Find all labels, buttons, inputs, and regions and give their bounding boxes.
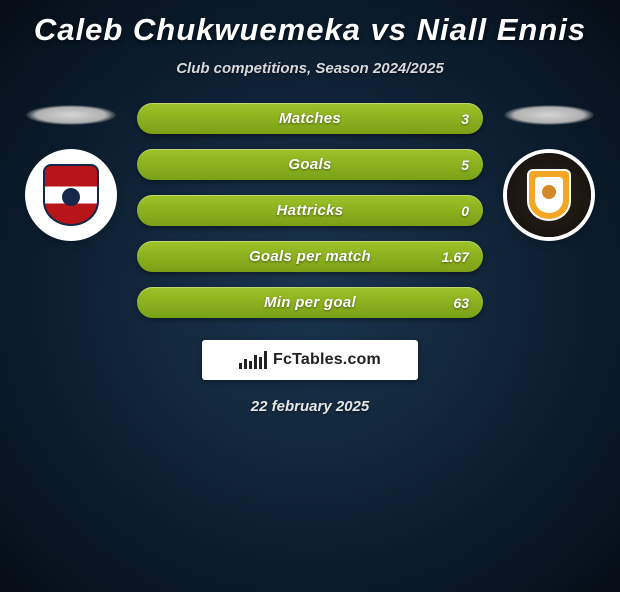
stat-row-min-per-goal: Min per goal 63 (137, 287, 483, 318)
comparison-layout: Matches 3 Goals 5 Hattricks 0 Goals per … (0, 99, 620, 318)
stat-right-value: 63 (453, 295, 469, 311)
player-silhouette-shadow (504, 105, 594, 125)
right-player-col (495, 99, 603, 237)
blackpool-crest-icon (527, 169, 571, 221)
stat-row-hattricks: Hattricks 0 (137, 195, 483, 226)
stat-label: Min per goal (264, 294, 356, 311)
page-title: Caleb Chukwuemeka vs Niall Ennis (0, 12, 620, 48)
brand-watermark: FcTables.com (202, 340, 418, 380)
stat-label: Hattricks (277, 202, 344, 219)
stat-right-value: 1.67 (442, 249, 469, 265)
stat-row-goals-per-match: Goals per match 1.67 (137, 241, 483, 272)
snapshot-date: 22 february 2025 (0, 398, 620, 415)
stats-column: Matches 3 Goals 5 Hattricks 0 Goals per … (137, 103, 483, 318)
crawley-crest-icon (43, 164, 99, 226)
stat-label: Goals (288, 156, 331, 173)
left-club-logo (29, 153, 113, 237)
subtitle: Club competitions, Season 2024/2025 (0, 60, 620, 77)
brand-text: FcTables.com (273, 351, 381, 369)
stat-label: Matches (279, 110, 341, 127)
stat-right-value: 5 (461, 157, 469, 173)
stat-row-matches: Matches 3 (137, 103, 483, 134)
left-player-col (17, 99, 125, 237)
stat-right-value: 0 (461, 203, 469, 219)
right-club-logo (507, 153, 591, 237)
bar-chart-icon (239, 351, 267, 369)
stat-right-value: 3 (461, 111, 469, 127)
stat-label: Goals per match (249, 248, 371, 265)
player-silhouette-shadow (26, 105, 116, 125)
stat-row-goals: Goals 5 (137, 149, 483, 180)
